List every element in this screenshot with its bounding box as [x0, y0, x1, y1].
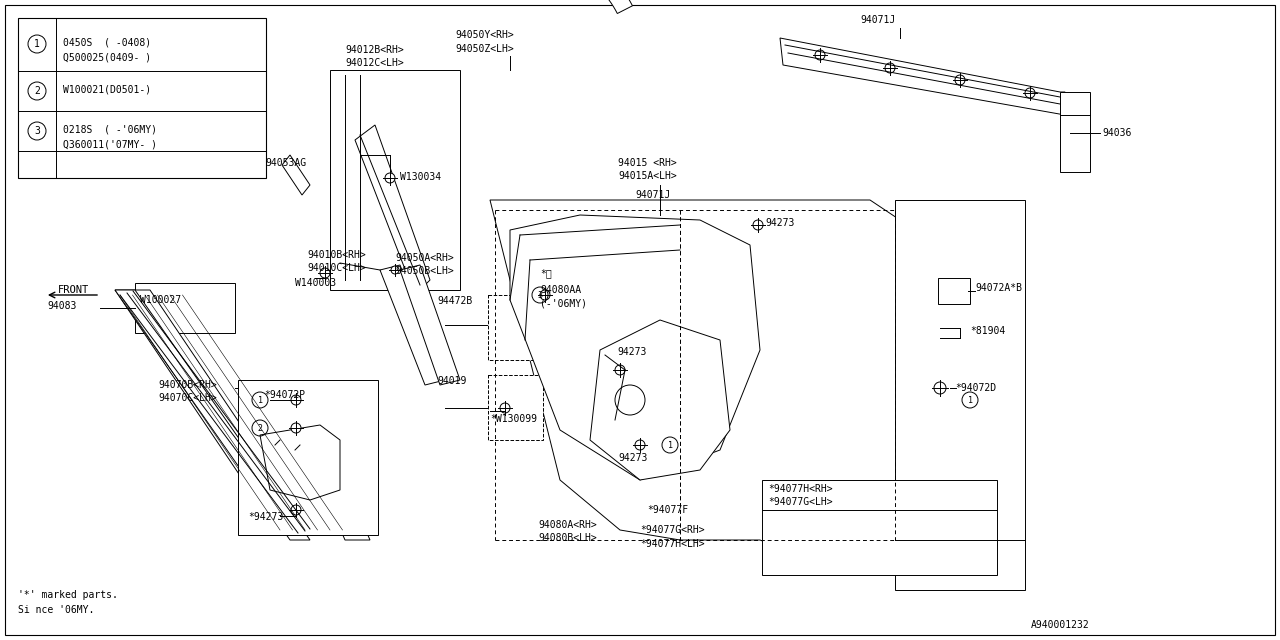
Text: *81904: *81904 [970, 326, 1005, 336]
Circle shape [934, 382, 946, 394]
Text: *94273: *94273 [248, 512, 283, 522]
Circle shape [753, 220, 763, 230]
Text: 94050Z<LH>: 94050Z<LH> [454, 44, 513, 54]
Text: W100021(D0501-): W100021(D0501-) [63, 84, 151, 94]
Text: *94077H<RH>: *94077H<RH> [768, 484, 832, 494]
Text: 94050B<LH>: 94050B<LH> [396, 266, 453, 276]
Text: W130034: W130034 [401, 172, 442, 182]
Text: (-'06MY): (-'06MY) [540, 298, 588, 308]
FancyBboxPatch shape [938, 278, 970, 304]
Text: 94472B: 94472B [436, 296, 472, 306]
Polygon shape [477, 0, 632, 13]
Circle shape [635, 440, 645, 450]
Text: 94083: 94083 [47, 301, 77, 311]
Text: W100027: W100027 [140, 295, 182, 305]
Circle shape [614, 385, 645, 415]
Circle shape [884, 63, 895, 73]
Circle shape [291, 395, 301, 405]
Bar [895, 200, 1025, 590]
Polygon shape [260, 425, 340, 500]
Text: 1: 1 [968, 396, 973, 404]
Text: 94080A<RH>: 94080A<RH> [538, 520, 596, 530]
Text: '*' marked parts.: '*' marked parts. [18, 590, 118, 600]
Circle shape [385, 173, 396, 183]
Text: 1: 1 [257, 396, 262, 404]
Text: 94050Y<RH>: 94050Y<RH> [454, 30, 513, 40]
Text: 94053AG: 94053AG [265, 158, 306, 168]
Text: 94015A<LH>: 94015A<LH> [618, 171, 677, 181]
Text: 0218S  ( -'06MY): 0218S ( -'06MY) [63, 124, 157, 134]
Text: Q360011('07MY- ): Q360011('07MY- ) [63, 139, 157, 149]
Text: 94036: 94036 [1102, 128, 1132, 138]
Text: *94077G<RH>: *94077G<RH> [640, 525, 704, 535]
Text: 3: 3 [35, 126, 40, 136]
Polygon shape [590, 320, 730, 480]
Text: FRONT: FRONT [58, 285, 88, 295]
Polygon shape [380, 265, 445, 385]
Text: *W130099: *W130099 [490, 414, 538, 424]
Text: 2: 2 [35, 86, 40, 96]
Circle shape [614, 365, 625, 375]
Text: Si nce '06MY.: Si nce '06MY. [18, 605, 95, 615]
Bar [488, 375, 543, 440]
Text: 94070B<RH>: 94070B<RH> [157, 380, 216, 390]
Text: 94012B<RH>: 94012B<RH> [346, 45, 403, 55]
Circle shape [1025, 88, 1036, 98]
Polygon shape [115, 290, 315, 535]
Text: *94077H<LH>: *94077H<LH> [640, 539, 704, 549]
Bar [18, 18, 266, 178]
Bar [134, 283, 236, 333]
Text: 94072A*B: 94072A*B [975, 283, 1021, 293]
Text: 3: 3 [538, 291, 543, 300]
Text: 94071J: 94071J [635, 190, 671, 200]
Polygon shape [280, 390, 370, 540]
Bar [330, 70, 460, 290]
Text: 1: 1 [35, 39, 40, 49]
Text: Q500025(0409- ): Q500025(0409- ) [63, 52, 151, 62]
Polygon shape [509, 215, 760, 480]
Circle shape [955, 75, 965, 85]
Circle shape [815, 50, 826, 60]
Text: 94080AA: 94080AA [540, 285, 581, 295]
Circle shape [500, 403, 509, 413]
Text: 94050A<RH>: 94050A<RH> [396, 253, 453, 263]
Text: 94071J: 94071J [860, 15, 895, 25]
Bar [488, 295, 543, 360]
Text: 94070C<LH>: 94070C<LH> [157, 393, 216, 403]
Polygon shape [115, 290, 310, 540]
Circle shape [291, 505, 301, 515]
Text: 94012C<LH>: 94012C<LH> [346, 58, 403, 68]
Bar [762, 480, 997, 575]
Circle shape [540, 290, 550, 300]
Circle shape [320, 268, 330, 278]
Circle shape [291, 423, 301, 433]
Text: *94077F: *94077F [646, 505, 689, 515]
Text: 94273: 94273 [618, 453, 648, 463]
Text: 0450S  ( -0408): 0450S ( -0408) [63, 37, 151, 47]
Bar [238, 380, 378, 535]
Polygon shape [780, 38, 1065, 115]
Text: 94015 <RH>: 94015 <RH> [618, 158, 677, 168]
Text: *94077G<LH>: *94077G<LH> [768, 497, 832, 507]
Text: 94010C<LH>: 94010C<LH> [307, 263, 366, 273]
Polygon shape [401, 265, 460, 385]
Polygon shape [282, 155, 310, 195]
Text: 94080B<LH>: 94080B<LH> [538, 533, 596, 543]
Circle shape [390, 266, 399, 274]
Polygon shape [355, 125, 430, 295]
Text: A940001232: A940001232 [1032, 620, 1091, 630]
Polygon shape [490, 200, 900, 560]
Text: 94273: 94273 [617, 347, 646, 357]
Text: 94010B<RH>: 94010B<RH> [307, 250, 366, 260]
Text: 1: 1 [667, 440, 672, 449]
Text: W140003: W140003 [294, 278, 337, 288]
Text: *94072P: *94072P [264, 390, 305, 400]
Text: *94072D: *94072D [955, 383, 996, 393]
Bar [1060, 92, 1091, 172]
Text: 2: 2 [257, 424, 262, 433]
Text: 94019: 94019 [436, 376, 466, 386]
Text: 94273: 94273 [765, 218, 795, 228]
Text: *③: *③ [540, 268, 552, 278]
